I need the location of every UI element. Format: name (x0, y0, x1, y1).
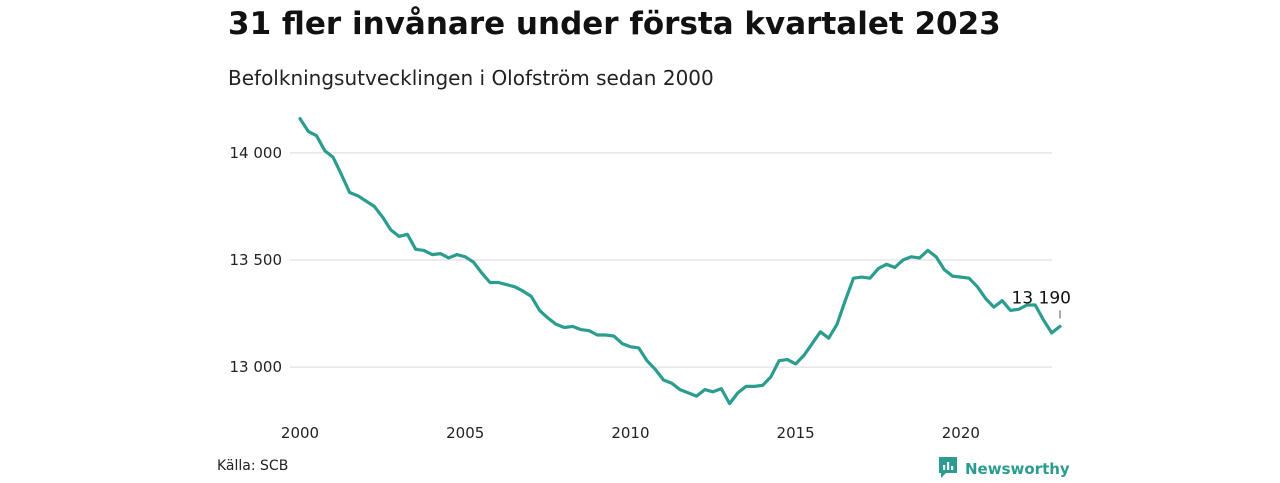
y-tick-label: 14 000 (230, 144, 283, 162)
end-value-label: 13 190 (1012, 288, 1071, 308)
y-tick-label: 13 500 (230, 251, 283, 269)
x-tick-label: 2015 (777, 424, 815, 442)
x-tick-label: 2010 (611, 424, 649, 442)
chart-title: 31 fler invånare under första kvartalet … (228, 6, 1001, 42)
brand-logo[interactable]: Newsworthy (937, 455, 1070, 483)
brand-name: Newsworthy (965, 460, 1070, 478)
chart-subtitle: Befolkningsutvecklingen i Olofström seda… (228, 66, 714, 90)
x-tick-label: 2000 (281, 424, 319, 442)
x-tick-label: 2020 (942, 424, 980, 442)
newsworthy-logo-icon (937, 455, 959, 483)
y-tick-label: 13 000 (230, 358, 283, 376)
source-label: Källa: SCB (217, 458, 289, 474)
x-tick-label: 2005 (446, 424, 484, 442)
series-line (298, 117, 1062, 406)
